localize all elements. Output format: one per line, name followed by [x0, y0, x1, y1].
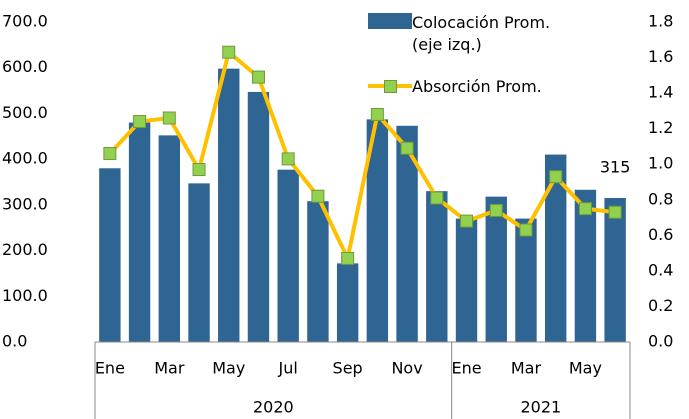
- bar: [277, 169, 299, 342]
- line-marker: [103, 147, 117, 161]
- line-marker: [281, 152, 295, 166]
- x-tick-label: May: [569, 359, 602, 378]
- legend: Colocación Prom. (eje izq.) Absorción Pro…: [368, 12, 628, 118]
- y2-tick-label: 0.8: [648, 189, 673, 208]
- group-label: 2020: [253, 398, 294, 417]
- y-tick-label: 200.0: [2, 240, 48, 259]
- bar: [604, 198, 626, 342]
- bar: [158, 135, 181, 342]
- bar: [336, 263, 359, 342]
- y2-tick-label: 1.8: [648, 12, 673, 31]
- bar: [544, 154, 567, 342]
- line-marker: [222, 45, 236, 59]
- y-tick-label: 500.0: [2, 103, 48, 122]
- line-marker: [549, 170, 563, 184]
- legend-swatch: [368, 12, 412, 29]
- y-tick-label: 0.0: [2, 332, 27, 351]
- y2-tick-label: 0.0: [648, 332, 673, 351]
- y2-tick-label: 0.6: [648, 225, 673, 244]
- y-tick-label: 300.0: [2, 194, 48, 213]
- bar: [455, 218, 478, 342]
- legend-label: Colocación Prom. (eje izq.): [412, 13, 551, 54]
- x-tick-label: Nov: [391, 359, 422, 378]
- line-marker: [341, 251, 355, 265]
- y-tick-label: 100.0: [2, 286, 48, 305]
- legend-item: Absorción Prom.: [368, 76, 628, 98]
- x-tick-label: Ene: [95, 359, 125, 378]
- x-tick-label: Ene: [451, 359, 481, 378]
- bar: [128, 122, 151, 342]
- group-label: 2021: [520, 398, 561, 417]
- bar: [188, 183, 210, 342]
- y2-tick-label: 1.4: [648, 83, 673, 102]
- y2-tick-label: 1.6: [648, 47, 673, 66]
- bar: [307, 201, 329, 342]
- bar: [99, 168, 121, 342]
- y2-tick-label: 1.2: [648, 118, 673, 137]
- data-label: 315: [600, 158, 631, 177]
- y2-tick-label: 0.4: [648, 260, 673, 279]
- bar: [574, 189, 597, 342]
- line-marker: [460, 214, 474, 228]
- bar: [426, 191, 448, 342]
- line-marker: [311, 189, 325, 203]
- x-tick-label: Mar: [154, 359, 185, 378]
- line-marker: [608, 205, 622, 219]
- line-marker: [251, 70, 265, 84]
- line-marker: [400, 141, 414, 155]
- bar: [247, 91, 270, 342]
- line-marker: [430, 191, 444, 205]
- line: [108, 48, 616, 265]
- y-tick-label: 700.0: [2, 12, 48, 31]
- y-tick-label: 400.0: [2, 149, 48, 168]
- bar: [485, 196, 507, 342]
- line-marker: [162, 111, 176, 125]
- legend-item: Colocación Prom. (eje izq.): [368, 12, 628, 56]
- legend-label: Absorción Prom.: [412, 77, 542, 96]
- x-tick-label: May: [212, 359, 245, 378]
- y2-tick-label: 1.0: [648, 154, 673, 173]
- line-marker: [519, 223, 533, 237]
- line-marker: [133, 115, 147, 129]
- y-tick-label: 600.0: [2, 57, 48, 76]
- x-tick-label: Jul: [278, 359, 298, 378]
- y2-tick-label: 0.2: [648, 296, 673, 315]
- line-marker: [578, 202, 592, 216]
- bar: [515, 218, 537, 342]
- bar: [396, 125, 418, 343]
- bar: [366, 119, 389, 342]
- legend-swatch: [368, 76, 412, 93]
- line-marker: [192, 163, 206, 177]
- line-marker: [489, 203, 503, 217]
- x-tick-label: Mar: [511, 359, 542, 378]
- line-marker: [370, 107, 384, 121]
- bar: [218, 68, 240, 342]
- x-tick-label: Sep: [333, 359, 363, 378]
